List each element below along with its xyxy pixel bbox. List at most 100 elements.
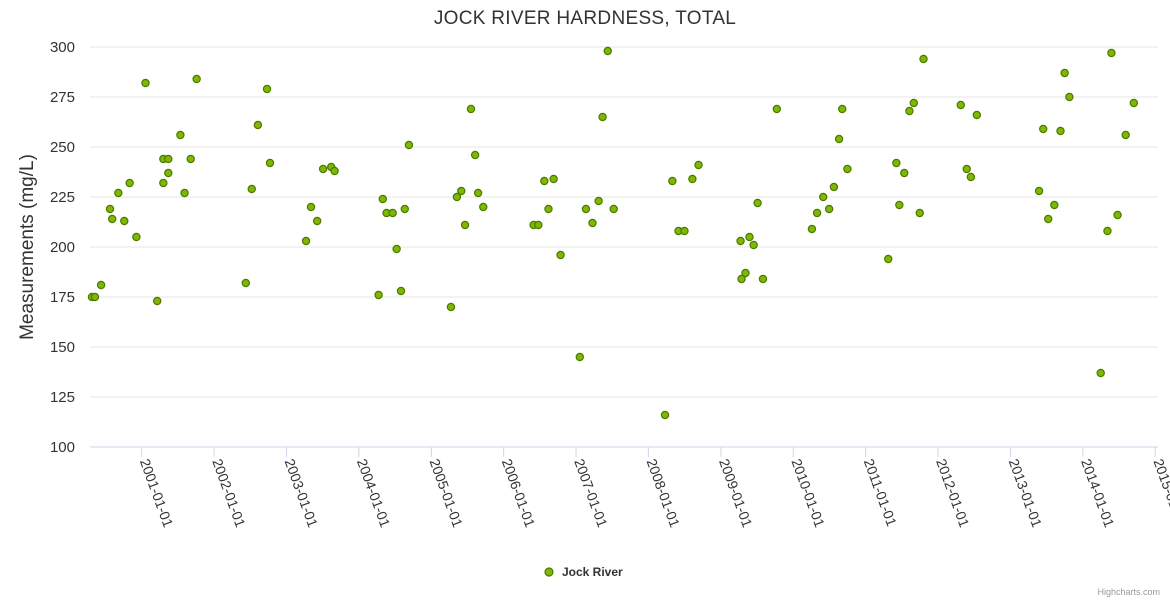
data-point[interactable] <box>152 296 162 306</box>
data-point[interactable] <box>318 164 328 174</box>
data-point[interactable] <box>588 218 597 228</box>
data-point[interactable] <box>549 174 558 184</box>
data-point[interactable] <box>114 188 123 198</box>
data-point[interactable] <box>466 104 476 114</box>
data-point[interactable] <box>749 240 758 250</box>
data-point[interactable] <box>668 176 677 186</box>
data-point[interactable] <box>540 176 549 186</box>
data-point[interactable] <box>575 352 584 362</box>
data-point[interactable] <box>1107 48 1116 58</box>
data-point[interactable] <box>141 78 150 88</box>
data-point[interactable] <box>378 194 387 204</box>
data-point[interactable] <box>829 182 839 192</box>
data-point[interactable] <box>660 410 670 420</box>
data-point[interactable] <box>895 200 904 210</box>
data-point[interactable] <box>1043 214 1053 224</box>
data-point[interactable] <box>186 154 195 164</box>
credits-link[interactable]: Highcharts.com <box>1097 587 1160 597</box>
data-point[interactable] <box>125 178 134 188</box>
data-point[interactable] <box>544 204 553 214</box>
data-point[interactable] <box>374 290 383 300</box>
data-point[interactable] <box>330 166 339 176</box>
data-point[interactable] <box>736 236 745 246</box>
data-point[interactable] <box>473 188 483 198</box>
data-point[interactable] <box>772 104 782 114</box>
data-point[interactable] <box>581 204 591 214</box>
data-point[interactable] <box>753 198 762 208</box>
data-point[interactable] <box>758 274 768 284</box>
data-point[interactable] <box>192 74 201 84</box>
data-point[interactable] <box>479 202 488 212</box>
data-point[interactable] <box>176 130 185 140</box>
data-point[interactable] <box>301 236 311 246</box>
data-point[interactable] <box>1034 186 1044 196</box>
data-point[interactable] <box>96 280 106 290</box>
data-point[interactable] <box>609 204 618 214</box>
data-point[interactable] <box>919 54 928 64</box>
data-point[interactable] <box>457 186 466 196</box>
data-point[interactable] <box>392 244 401 254</box>
series-jock-river[interactable] <box>87 46 1139 420</box>
data-point[interactable] <box>956 100 965 110</box>
data-point[interactable] <box>120 216 129 226</box>
data-point[interactable] <box>737 274 746 284</box>
data-point[interactable] <box>470 150 480 160</box>
data-point[interactable] <box>966 172 976 182</box>
data-point[interactable] <box>838 104 847 114</box>
data-point[interactable] <box>241 278 250 288</box>
data-point[interactable] <box>1103 226 1112 236</box>
data-point[interactable] <box>90 292 100 302</box>
data-point[interactable] <box>892 158 901 168</box>
data-point[interactable] <box>452 192 462 202</box>
data-point[interactable] <box>834 134 844 144</box>
data-point[interactable] <box>594 196 603 206</box>
data-point[interactable] <box>1050 200 1059 210</box>
data-point[interactable] <box>132 232 141 242</box>
data-point[interactable] <box>745 232 754 242</box>
data-point[interactable] <box>905 106 914 116</box>
data-point[interactable] <box>108 214 117 224</box>
data-point[interactable] <box>105 204 115 214</box>
data-point[interactable] <box>180 188 189 198</box>
data-point[interactable] <box>1039 124 1048 134</box>
data-point[interactable] <box>741 268 750 278</box>
data-point[interactable] <box>1060 68 1069 78</box>
data-point[interactable] <box>598 112 607 122</box>
data-point[interactable] <box>680 226 689 236</box>
data-point[interactable] <box>688 174 697 184</box>
data-point[interactable] <box>312 216 322 226</box>
data-point[interactable] <box>812 208 822 218</box>
data-point[interactable] <box>306 202 316 212</box>
data-point[interactable] <box>534 220 543 230</box>
data-point[interactable] <box>265 158 275 168</box>
data-point[interactable] <box>915 208 924 218</box>
data-point[interactable] <box>900 168 909 178</box>
data-point[interactable] <box>824 204 834 214</box>
data-point[interactable] <box>253 120 263 130</box>
data-point[interactable] <box>164 168 173 178</box>
data-point[interactable] <box>396 286 406 296</box>
data-point[interactable] <box>460 220 470 230</box>
data-point[interactable] <box>159 178 168 188</box>
data-point[interactable] <box>262 84 272 94</box>
data-point[interactable] <box>1096 368 1105 378</box>
legend[interactable]: Jock River <box>544 565 623 579</box>
data-point[interactable] <box>819 192 828 202</box>
data-point[interactable] <box>909 98 918 108</box>
data-point[interactable] <box>556 250 565 260</box>
data-point[interactable] <box>400 204 409 214</box>
data-point[interactable] <box>843 164 852 174</box>
data-point[interactable] <box>1056 126 1065 136</box>
data-point[interactable] <box>972 110 982 120</box>
legend-label[interactable]: Jock River <box>562 565 623 579</box>
data-point[interactable] <box>1065 92 1074 102</box>
data-point[interactable] <box>1121 130 1130 140</box>
data-point[interactable] <box>694 160 703 170</box>
data-point[interactable] <box>807 224 817 234</box>
data-point[interactable] <box>247 184 256 194</box>
data-point[interactable] <box>446 302 456 312</box>
data-point[interactable] <box>164 154 173 164</box>
data-point[interactable] <box>1113 210 1122 220</box>
data-point[interactable] <box>404 140 414 150</box>
data-point[interactable] <box>884 254 893 264</box>
